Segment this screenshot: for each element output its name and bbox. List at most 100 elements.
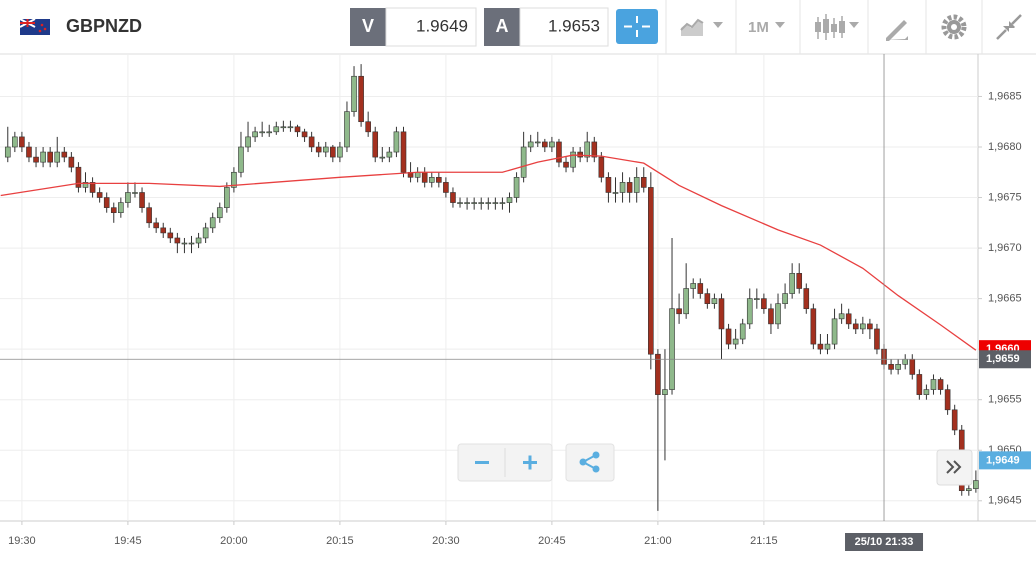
toolbar-dividers — [665, 0, 983, 54]
candle-body — [648, 187, 654, 355]
candle-body — [570, 151, 576, 168]
x-tick-label: 21:15 — [750, 535, 778, 547]
candle-body — [54, 151, 61, 163]
bid-button[interactable] — [350, 8, 386, 46]
flag — [19, 18, 50, 35]
candle-body — [428, 177, 435, 183]
candle-body — [280, 126, 287, 129]
price-marker-label: 1,9649 — [986, 454, 1020, 466]
candle-body — [683, 288, 689, 315]
share-button[interactable] — [565, 443, 615, 482]
candle-body — [796, 273, 803, 289]
candle-body — [436, 177, 442, 183]
candle-body — [12, 136, 18, 148]
candle-body — [400, 131, 407, 173]
x-tick-label: 21:00 — [644, 535, 672, 547]
candle-body — [619, 182, 626, 193]
bid-box — [385, 7, 477, 47]
candle-body — [132, 192, 138, 194]
candle-body — [82, 182, 89, 188]
candle-body — [308, 136, 315, 148]
candle-body — [867, 323, 873, 330]
candle-body — [216, 207, 223, 219]
candle-body — [344, 111, 350, 148]
timeframe-dropdown[interactable] — [775, 22, 785, 28]
candle-body — [874, 328, 880, 350]
candle-body — [662, 389, 668, 395]
candle-body — [888, 364, 894, 370]
x-tick-label: 19:45 — [114, 535, 142, 547]
candle-body — [358, 75, 364, 123]
candle-body — [351, 75, 357, 112]
chart-type-button[interactable] — [680, 18, 723, 36]
candle-body — [89, 182, 96, 193]
candle-body — [386, 151, 393, 158]
candle-body — [966, 488, 972, 491]
candle-body — [852, 323, 859, 330]
candle-body — [640, 177, 647, 188]
candle-body — [746, 298, 753, 325]
y-tick-label: 1,9645 — [988, 495, 1022, 507]
settings-button[interactable] — [941, 14, 967, 40]
candle-type-button[interactable] — [815, 14, 859, 40]
candle-body — [75, 166, 82, 188]
candle-body — [209, 217, 216, 229]
candle-body — [803, 288, 810, 310]
candle-body — [492, 202, 499, 204]
candle-body — [754, 298, 760, 300]
candle-body — [598, 156, 605, 178]
bid-label: V — [362, 16, 374, 36]
candle-body — [103, 197, 110, 208]
y-tick-label: 1,9680 — [988, 141, 1022, 153]
overlay: 1,96451,96501,96551,96601,96651,96701,96… — [0, 54, 1031, 551]
candle-body — [450, 192, 456, 203]
x-tick-label: 20:30 — [432, 535, 460, 547]
candle-body — [330, 146, 336, 158]
candle-body — [26, 146, 32, 158]
ask-box — [519, 7, 609, 47]
x-tick-label: 19:30 — [8, 535, 36, 547]
y-tick-label: 1,9665 — [988, 293, 1022, 305]
candle-body — [47, 151, 53, 163]
zoom-in-button[interactable] — [523, 455, 537, 470]
candle-body — [499, 202, 506, 204]
ask-button[interactable] — [484, 8, 520, 46]
candle-body — [704, 293, 711, 304]
candle-body — [195, 237, 202, 244]
candle-body — [315, 146, 322, 153]
candle-body — [146, 207, 152, 224]
candle-body — [365, 121, 371, 133]
candle-body — [916, 374, 923, 395]
candle-body — [471, 202, 477, 204]
candle-body — [167, 232, 174, 239]
candle-body — [153, 222, 159, 229]
candle-body — [761, 298, 767, 310]
collapse-button[interactable] — [996, 14, 1022, 40]
y-tick-label: 1,9685 — [988, 90, 1022, 102]
candle-body — [238, 146, 244, 173]
timeframe[interactable]: 1M — [748, 19, 769, 36]
candle-body — [711, 298, 718, 304]
candle-body — [633, 177, 640, 193]
candle-body — [301, 131, 308, 138]
x-tick-label: 20:45 — [538, 535, 566, 547]
candle-body — [478, 202, 485, 204]
candle-body — [810, 308, 817, 345]
candle-body — [563, 161, 569, 168]
candle-body — [4, 146, 11, 158]
candle-body — [725, 328, 732, 345]
candle-body — [125, 192, 131, 203]
drawing-button[interactable] — [886, 20, 908, 41]
candle-body — [782, 293, 788, 304]
crosshair-button[interactable] — [616, 9, 658, 44]
candle-body — [294, 126, 301, 133]
candle-body — [655, 353, 661, 395]
candle-body — [718, 298, 725, 330]
candle-body — [273, 126, 280, 133]
y-tick-label: 1,9655 — [988, 394, 1022, 406]
scroll-right-button[interactable] — [936, 449, 973, 486]
candle-body — [845, 313, 852, 325]
candle-body — [443, 182, 449, 193]
zoom-controls — [457, 443, 615, 482]
